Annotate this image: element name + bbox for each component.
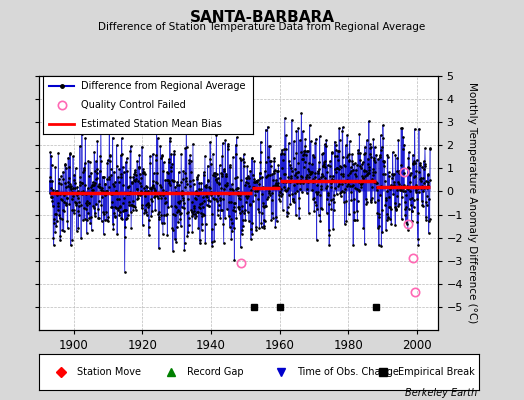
Text: Berkeley Earth: Berkeley Earth (405, 388, 477, 398)
Text: Record Gap: Record Gap (187, 367, 243, 377)
Y-axis label: Monthly Temperature Anomaly Difference (°C): Monthly Temperature Anomaly Difference (… (467, 82, 477, 324)
Text: Estimated Station Mean Bias: Estimated Station Mean Bias (81, 118, 222, 128)
Text: Difference of Station Temperature Data from Regional Average: Difference of Station Temperature Data f… (99, 22, 425, 32)
Text: Quality Control Failed: Quality Control Failed (81, 100, 185, 110)
Text: Difference from Regional Average: Difference from Regional Average (81, 82, 245, 92)
Text: Station Move: Station Move (77, 367, 141, 377)
Text: Time of Obs. Change: Time of Obs. Change (297, 367, 399, 377)
Text: SANTA-BARBARA: SANTA-BARBARA (190, 10, 334, 25)
Text: Empirical Break: Empirical Break (398, 367, 475, 377)
